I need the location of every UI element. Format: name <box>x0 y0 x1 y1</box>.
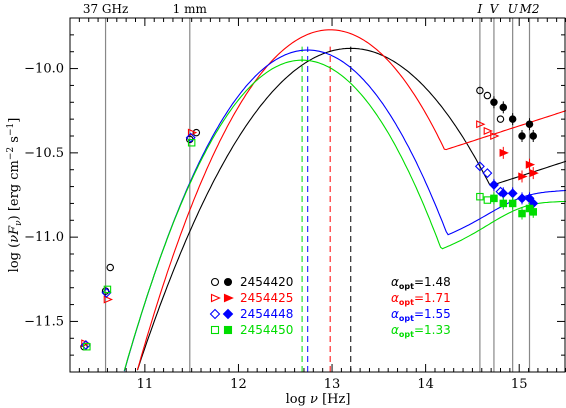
y-tick-label: −11.5 <box>24 314 64 329</box>
data-point-filled <box>517 193 527 204</box>
plot-frame <box>69 17 566 373</box>
data-point-filled <box>488 179 499 190</box>
x-tick-label: 15 <box>511 377 528 392</box>
legend-symbol-open <box>210 293 221 303</box>
band-label: U <box>508 2 519 16</box>
band-label: I <box>477 2 483 16</box>
data-point-filled <box>490 194 498 203</box>
legend-symbol-filled <box>223 277 233 287</box>
data-point-open <box>482 168 493 179</box>
data-point-open <box>476 192 484 201</box>
legend-name-0: 2454420 <box>240 275 293 289</box>
legend-symbol-open <box>210 325 220 335</box>
legend-filled-symbol-0 <box>223 277 233 287</box>
model-curve <box>123 49 566 372</box>
x-tick-label: 14 <box>417 377 434 392</box>
data-point-filled <box>508 199 517 208</box>
data-point-open <box>476 120 486 129</box>
legend-filled-symbol-3 <box>223 325 233 335</box>
legend-open-symbol-3 <box>210 325 220 335</box>
data-point-open <box>483 126 493 135</box>
legend-symbol-open <box>209 308 221 320</box>
legend-entry-2: 2454448 αopt=1.55 <box>209 307 451 323</box>
alpha-label-2: αopt=1.55 <box>391 307 451 323</box>
model-curve <box>123 59 566 371</box>
legend-name-1: 2454425 <box>240 291 293 305</box>
y-tick-label: −11.0 <box>24 230 64 245</box>
data-point-open <box>476 86 484 95</box>
y-tick-label: −10.5 <box>24 146 64 161</box>
data-point-filled <box>499 148 509 157</box>
data-point-open <box>187 138 196 147</box>
data-point-filled <box>518 172 528 181</box>
data-point-filled <box>508 115 517 123</box>
x-tick-label: 11 <box>137 377 154 392</box>
alpha-label-1: αopt=1.71 <box>391 291 451 307</box>
legend-name-3: 2454450 <box>240 323 293 337</box>
data-point-filled <box>490 98 498 107</box>
data-point-open <box>103 285 112 294</box>
legend-filled-symbol-2 <box>222 308 234 320</box>
legend: 2454420 αopt=1.48 2454425 αopt=1.71 2454… <box>209 275 451 339</box>
legend-symbol-filled <box>223 325 233 335</box>
band-label: 1 mm <box>173 2 208 16</box>
data-points <box>80 86 539 351</box>
y-tick-label: −10.0 <box>24 62 64 77</box>
alpha-label-0: αopt=1.48 <box>391 275 451 291</box>
band-label: 37 GHz <box>83 2 128 16</box>
legend-open-symbol-2 <box>209 308 221 320</box>
data-point-open <box>83 342 91 351</box>
y-axis-label: log (νFν) [erg cm−2 s−1] <box>6 118 24 273</box>
data-point-open <box>474 161 485 172</box>
band-label: M2 <box>519 2 540 16</box>
legend-open-symbol-0 <box>210 277 220 287</box>
model-curve <box>136 47 566 371</box>
data-point-filled <box>525 160 536 169</box>
tick-labels: 11 12 13 14 15 −11.5 −11.0 −10.5 −10.0 <box>24 62 527 392</box>
legend-symbol-filled <box>223 293 234 303</box>
legend-entry-3: 2454450 αopt=1.33 <box>210 323 451 339</box>
legend-name-2: 2454448 <box>240 307 293 321</box>
data-point-open <box>490 131 500 141</box>
data-point-filled <box>507 188 518 199</box>
data-point-open <box>185 132 196 143</box>
band-label: V <box>490 2 500 16</box>
reference-lines <box>104 18 531 372</box>
data-point-open <box>106 263 114 272</box>
data-point-open <box>496 115 505 123</box>
data-point-filled <box>525 120 534 128</box>
data-point-filled <box>518 209 526 218</box>
alpha-label-3: αopt=1.33 <box>391 323 451 339</box>
data-point-open <box>192 128 201 137</box>
data-point-filled <box>529 132 537 140</box>
x-axis-label: log ν [Hz] <box>286 392 351 407</box>
legend-symbol-open <box>210 277 220 287</box>
data-point-filled <box>529 169 539 178</box>
data-point-filled <box>529 208 537 216</box>
data-point-filled <box>518 132 526 140</box>
x-tick-label: 12 <box>230 377 247 392</box>
data-point-filled <box>499 103 508 112</box>
data-point-open <box>483 91 492 100</box>
data-point-filled <box>499 199 508 208</box>
legend-entry-0: 2454420 αopt=1.48 <box>210 275 451 291</box>
legend-filled-symbol-1 <box>223 293 234 303</box>
band-labels: 37 GHz 1 mm I V U M2 <box>83 2 540 16</box>
data-point-open <box>103 295 114 304</box>
data-point-open <box>483 196 492 204</box>
axis-ticks <box>69 17 566 373</box>
legend-entry-1: 2454425 αopt=1.71 <box>210 291 451 307</box>
legend-symbol-filled <box>222 308 234 320</box>
peak-markers <box>301 46 352 372</box>
x-tick-label: 13 <box>324 377 341 392</box>
legend-open-symbol-1 <box>210 293 221 303</box>
